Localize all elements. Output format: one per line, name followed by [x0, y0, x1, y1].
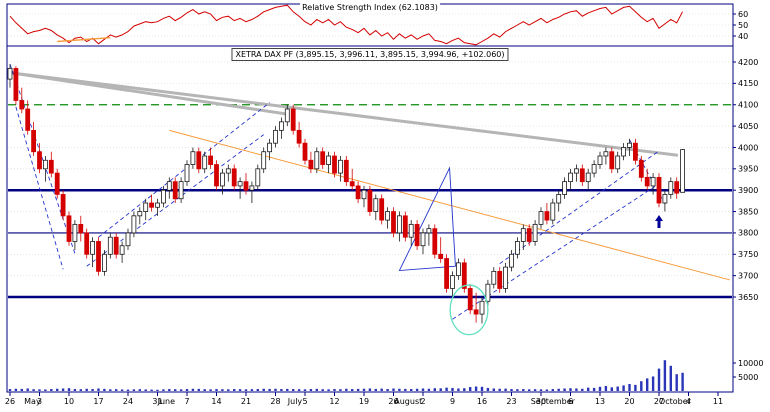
svg-text:6: 6	[568, 397, 573, 406]
svg-text:26: 26	[388, 397, 398, 406]
svg-text:3750: 3750	[738, 250, 758, 259]
svg-text:August: August	[394, 397, 422, 406]
chart-title: XETRA DAX PF (3,895.15, 3,996.11, 3,895.…	[231, 48, 509, 61]
svg-text:4000: 4000	[738, 143, 758, 152]
svg-text:July: July	[287, 397, 303, 406]
svg-text:11: 11	[713, 397, 723, 406]
svg-text:3800: 3800	[738, 229, 758, 238]
svg-text:50: 50	[738, 21, 748, 30]
svg-text:24: 24	[123, 397, 133, 406]
svg-text:September: September	[531, 397, 576, 406]
svg-text:June: June	[157, 397, 176, 406]
svg-text:9: 9	[450, 397, 455, 406]
svg-text:16: 16	[477, 397, 487, 406]
svg-text:10000: 10000	[738, 359, 763, 368]
svg-text:28: 28	[270, 397, 280, 406]
svg-text:4050: 4050	[738, 122, 758, 131]
svg-text:5000: 5000	[738, 373, 758, 382]
svg-text:31: 31	[152, 397, 162, 406]
svg-text:3650: 3650	[738, 293, 758, 302]
svg-text:2: 2	[420, 397, 425, 406]
svg-text:23: 23	[506, 397, 516, 406]
svg-text:40: 40	[738, 32, 748, 41]
svg-text:13: 13	[595, 397, 605, 406]
svg-text:19: 19	[359, 397, 369, 406]
svg-text:3950: 3950	[738, 165, 758, 174]
svg-text:14: 14	[211, 397, 221, 406]
svg-text:21: 21	[241, 397, 251, 406]
svg-text:26: 26	[5, 397, 15, 406]
svg-text:17: 17	[93, 397, 103, 406]
svg-text:7: 7	[184, 397, 189, 406]
svg-text:20: 20	[624, 397, 634, 406]
svg-text:3850: 3850	[738, 207, 758, 216]
svg-text:10: 10	[64, 397, 74, 406]
svg-text:3: 3	[37, 397, 42, 406]
rsi-indicator-title: Relative Strength Index (62.1083)	[300, 3, 440, 13]
svg-text:12: 12	[329, 397, 339, 406]
svg-text:3900: 3900	[738, 186, 758, 195]
svg-text:4200: 4200	[738, 58, 758, 67]
svg-text:4100: 4100	[738, 101, 758, 110]
svg-text:May: May	[24, 397, 41, 406]
svg-text:3700: 3700	[738, 271, 758, 280]
svg-text:October: October	[659, 397, 692, 406]
svg-text:5: 5	[302, 397, 307, 406]
svg-text:27: 27	[654, 397, 664, 406]
svg-text:30: 30	[536, 397, 546, 406]
svg-text:4: 4	[686, 397, 691, 406]
svg-text:4150: 4150	[738, 79, 758, 88]
svg-text:60: 60	[738, 10, 748, 19]
